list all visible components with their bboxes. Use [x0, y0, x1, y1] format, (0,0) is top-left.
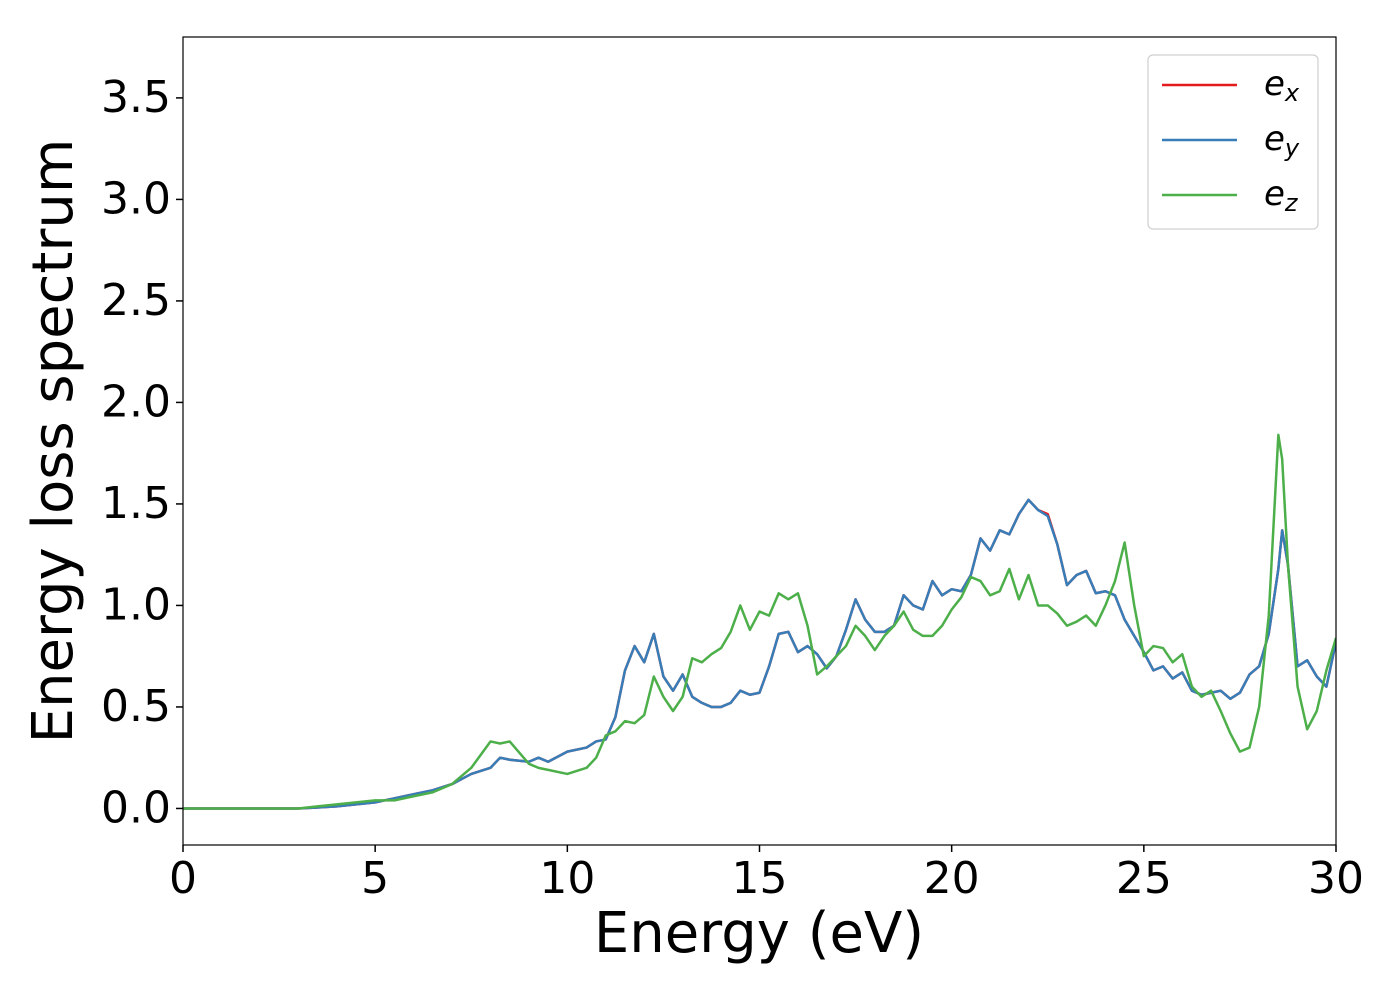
legend-box [1147, 54, 1319, 230]
x-tick-label: 0 [169, 853, 197, 904]
legend-label: ex [1264, 64, 1300, 108]
x-tick-label: 20 [924, 853, 980, 904]
y-tick-label: 0.0 [101, 782, 171, 833]
y-tick-label: 3.5 [101, 72, 171, 123]
legend-label: ez [1264, 174, 1299, 218]
data-line [183, 433, 1336, 810]
legend-label: ey [1264, 119, 1300, 163]
x-tick-label: 25 [1116, 853, 1172, 904]
x-tick-label: 15 [732, 853, 788, 904]
y-tick-label: 0.5 [101, 681, 171, 732]
y-axis-label: Energy loss spectrum [21, 139, 86, 744]
x-tick-label: 5 [361, 853, 389, 904]
x-tick-label: 10 [539, 853, 595, 904]
y-tick-label: 1.0 [101, 579, 171, 630]
y-tick-label: 3.0 [101, 173, 171, 224]
x-axis-label: Energy (eV) [594, 901, 924, 966]
y-tick-label: 2.0 [101, 376, 171, 427]
data-line [183, 498, 1336, 810]
y-tick-label: 1.5 [101, 478, 171, 529]
x-tick-label: 30 [1308, 853, 1364, 904]
plot-frame [182, 36, 1337, 846]
data-line [183, 498, 1336, 810]
y-tick-label: 2.5 [101, 275, 171, 326]
